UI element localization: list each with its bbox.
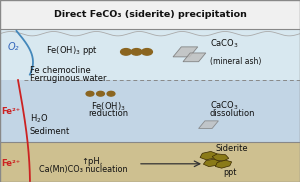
Text: reduction: reduction bbox=[88, 109, 128, 118]
Text: CaCO$_3$: CaCO$_3$ bbox=[210, 37, 239, 50]
Circle shape bbox=[131, 49, 142, 55]
Polygon shape bbox=[200, 151, 217, 160]
Text: Ca(Mn)CO₃ nucleation: Ca(Mn)CO₃ nucleation bbox=[39, 165, 128, 174]
Polygon shape bbox=[212, 154, 229, 161]
Text: Sediment: Sediment bbox=[30, 126, 70, 136]
Bar bbox=[0, 29, 300, 80]
Text: Fe chemocline: Fe chemocline bbox=[30, 66, 91, 75]
Text: dissolution: dissolution bbox=[210, 109, 256, 118]
Text: Fe²⁺: Fe²⁺ bbox=[2, 107, 21, 116]
Polygon shape bbox=[173, 47, 198, 57]
Circle shape bbox=[86, 91, 94, 96]
Text: Fe(OH)$_3$ ppt: Fe(OH)$_3$ ppt bbox=[46, 44, 98, 58]
Circle shape bbox=[142, 49, 152, 55]
Circle shape bbox=[97, 91, 104, 96]
Text: Ferruginous water: Ferruginous water bbox=[30, 74, 106, 83]
Text: CaCO$_3$: CaCO$_3$ bbox=[210, 99, 239, 112]
Text: ↑pH,: ↑pH, bbox=[81, 157, 102, 166]
Circle shape bbox=[107, 91, 115, 96]
Text: Direct FeCO₃ (siderite) precipitation: Direct FeCO₃ (siderite) precipitation bbox=[54, 10, 246, 19]
Text: Fe(OH)$_3$: Fe(OH)$_3$ bbox=[91, 100, 125, 113]
Text: (mineral ash): (mineral ash) bbox=[210, 57, 261, 66]
Polygon shape bbox=[183, 53, 206, 62]
Text: Fe²⁺: Fe²⁺ bbox=[2, 159, 21, 168]
Bar bbox=[0, 142, 300, 182]
Polygon shape bbox=[215, 160, 232, 168]
Circle shape bbox=[121, 49, 131, 55]
Text: H$_2$O: H$_2$O bbox=[30, 113, 49, 125]
Text: Siderite: Siderite bbox=[216, 144, 249, 153]
Bar bbox=[0, 0, 300, 29]
Text: ppt: ppt bbox=[224, 168, 237, 177]
Polygon shape bbox=[199, 121, 218, 128]
Text: O₂: O₂ bbox=[8, 42, 19, 52]
Bar bbox=[0, 80, 300, 142]
Polygon shape bbox=[203, 159, 220, 167]
